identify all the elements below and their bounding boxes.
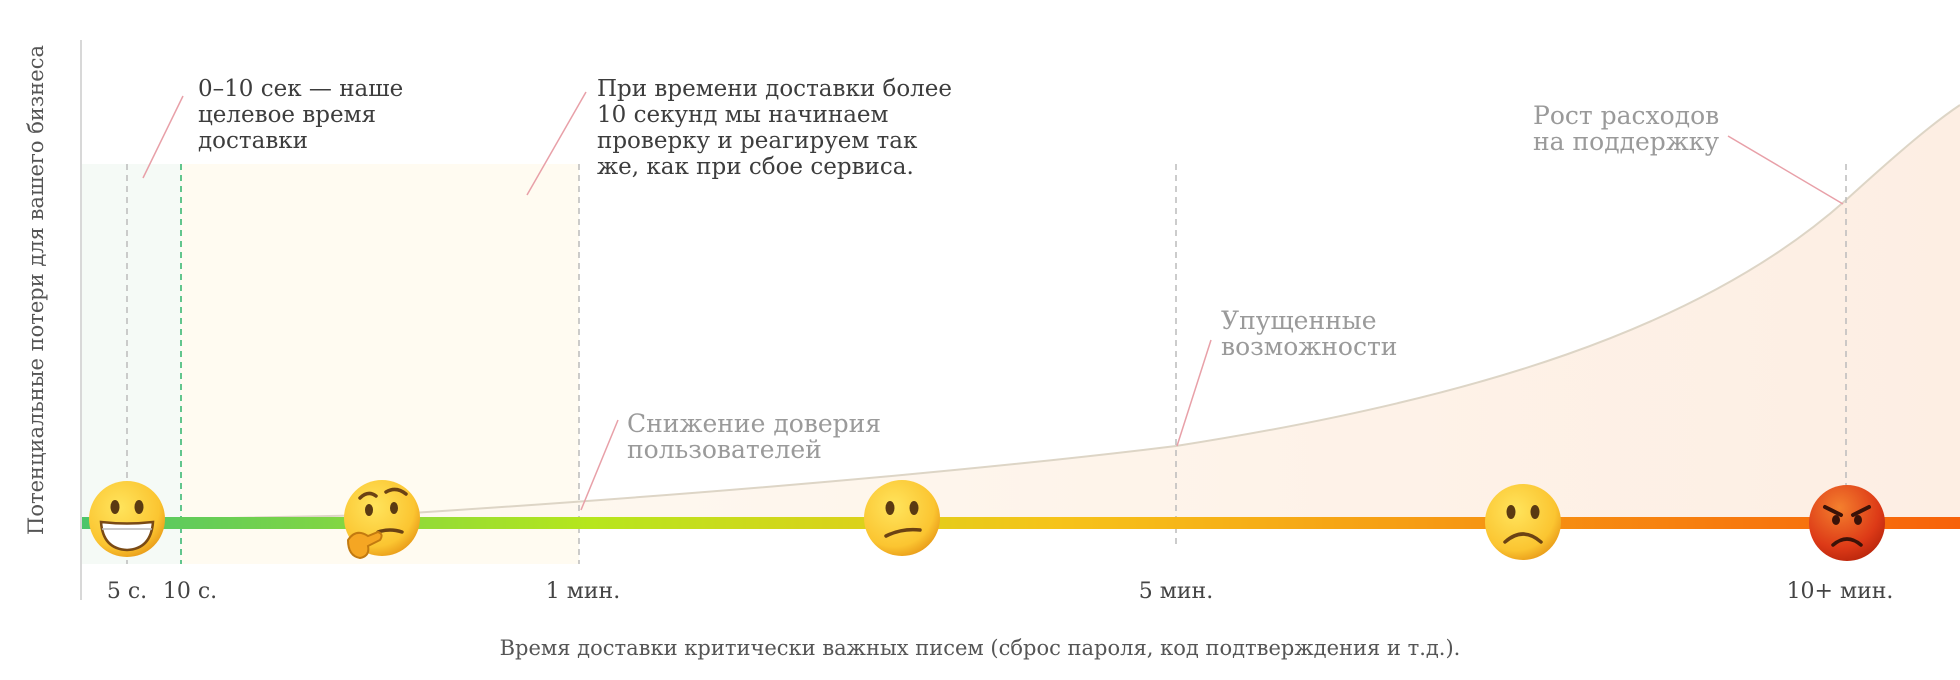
confused-face-icon xyxy=(864,480,940,556)
frowning-face-icon xyxy=(1485,484,1561,560)
annotation-target: 0–10 сек — наше целевое время доставки xyxy=(198,76,411,154)
tick-label-10s: 10 с. xyxy=(163,579,217,604)
tick-label-5s: 5 с. xyxy=(107,579,147,604)
y-axis-title: Потенциальные потери для вашего бизнеса xyxy=(24,45,48,535)
leader-check xyxy=(526,91,587,196)
leader-support xyxy=(1727,135,1844,205)
annotation-check: При времени доставки более 10 секунд мы … xyxy=(597,76,959,180)
loss-area xyxy=(82,105,1960,523)
thinking-face-icon xyxy=(344,480,420,560)
leader-trust xyxy=(580,419,619,511)
x-axis-title: Время доставки критически важных писем (… xyxy=(500,636,1461,660)
leader-missed xyxy=(1176,339,1212,447)
angry-face-icon xyxy=(1809,485,1885,561)
annotation-trust: Снижение доверия пользователей xyxy=(627,409,889,464)
tick-label-10min: 10+ мин. xyxy=(1787,579,1894,604)
annotation-missed: Упущенные возможности xyxy=(1221,306,1397,361)
grinning-face-icon xyxy=(89,481,165,557)
leader-target xyxy=(142,95,184,179)
annotation-support: Рост расходов на поддержку xyxy=(1533,101,1727,156)
loss-curve xyxy=(81,104,1960,522)
tick-label-5min: 5 мин. xyxy=(1139,579,1213,604)
tick-label-1min: 1 мин. xyxy=(546,579,620,604)
